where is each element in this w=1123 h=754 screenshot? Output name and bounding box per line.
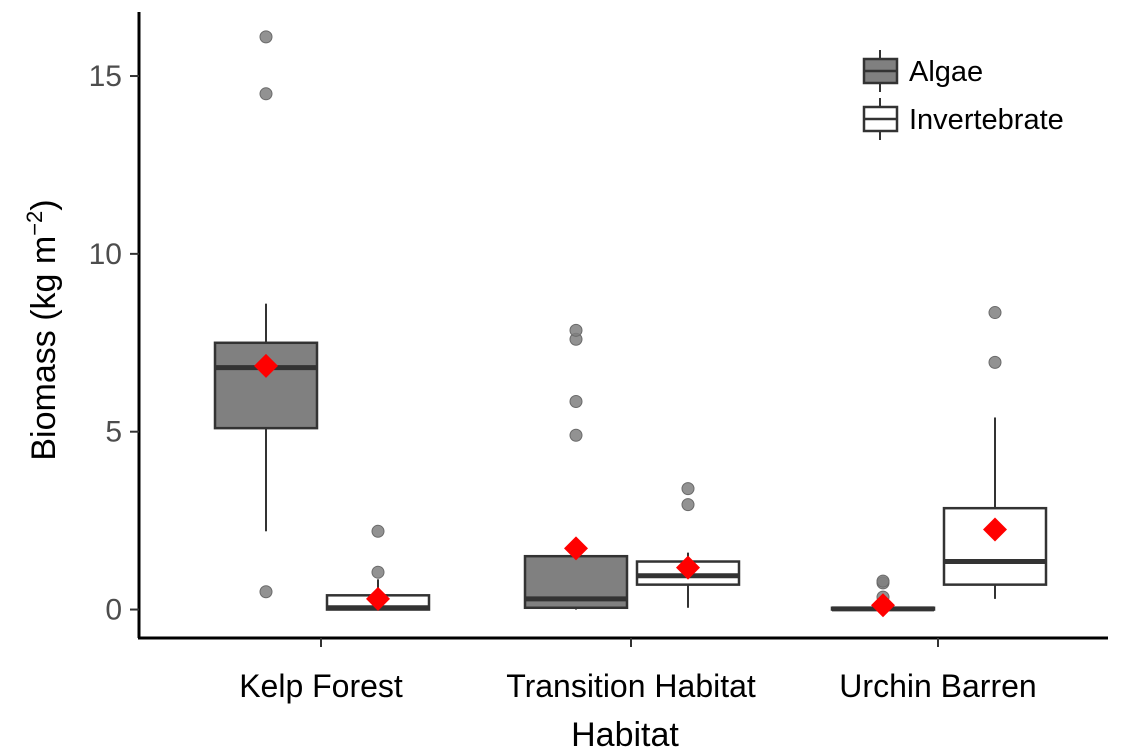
legend-label-algae: Algae (909, 56, 983, 88)
outlier-point (988, 306, 1002, 320)
outlier-point (259, 30, 273, 44)
x-axis-ticks: Kelp Forest Transition Habitat Urchin Barr… (239, 638, 1037, 704)
box-algae-0 (213, 30, 319, 599)
mean-marker (871, 593, 895, 618)
y-axis-title-superscript: −2 (22, 211, 47, 236)
legend: Algae Invertebrate (862, 50, 1064, 140)
outlier-point (988, 355, 1002, 369)
y-tick-label: 15 (89, 60, 122, 93)
x-tick-label: Urchin Barren (839, 668, 1036, 704)
y-axis-title: Biomass (kg m−2) (22, 199, 63, 460)
y-axis-title-main: Biomass (kg m (25, 236, 63, 461)
outlier-point (371, 565, 385, 579)
box-invertebrate-0 (325, 524, 431, 611)
mean-marker (254, 353, 278, 378)
outlier-point (681, 482, 695, 496)
mean-marker (676, 555, 700, 580)
mean-marker (983, 517, 1007, 542)
outlier-point (259, 87, 273, 101)
box-algae-2 (830, 574, 936, 618)
x-tick-label: Transition Habitat (506, 668, 756, 704)
x-tick-label: Kelp Forest (239, 668, 403, 704)
y-axis-ticks: 0 5 10 15 (89, 60, 139, 627)
legend-item-invertebrate: Invertebrate (862, 98, 1064, 140)
outlier-point (259, 585, 273, 599)
outlier-point (876, 574, 890, 588)
y-tick-label: 0 (105, 594, 122, 627)
box-algae-1 (523, 323, 629, 610)
y-tick-label: 5 (105, 416, 122, 449)
outlier-point (569, 428, 583, 442)
legend-label-invertebrate: Invertebrate (909, 104, 1064, 136)
outlier-point (681, 498, 695, 512)
y-axis-title-close: ) (25, 199, 63, 210)
x-axis-title: Habitat (571, 716, 679, 754)
box-invertebrate-1 (635, 482, 741, 608)
legend-item-algae: Algae (862, 50, 983, 92)
y-tick-label: 10 (89, 238, 122, 271)
box-invertebrate-2 (942, 306, 1048, 599)
mean-marker (366, 586, 390, 611)
outlier-point (569, 323, 583, 337)
mean-marker (564, 536, 588, 561)
outlier-point (371, 524, 385, 538)
plot-area (213, 30, 1048, 618)
outlier-point (569, 394, 583, 408)
